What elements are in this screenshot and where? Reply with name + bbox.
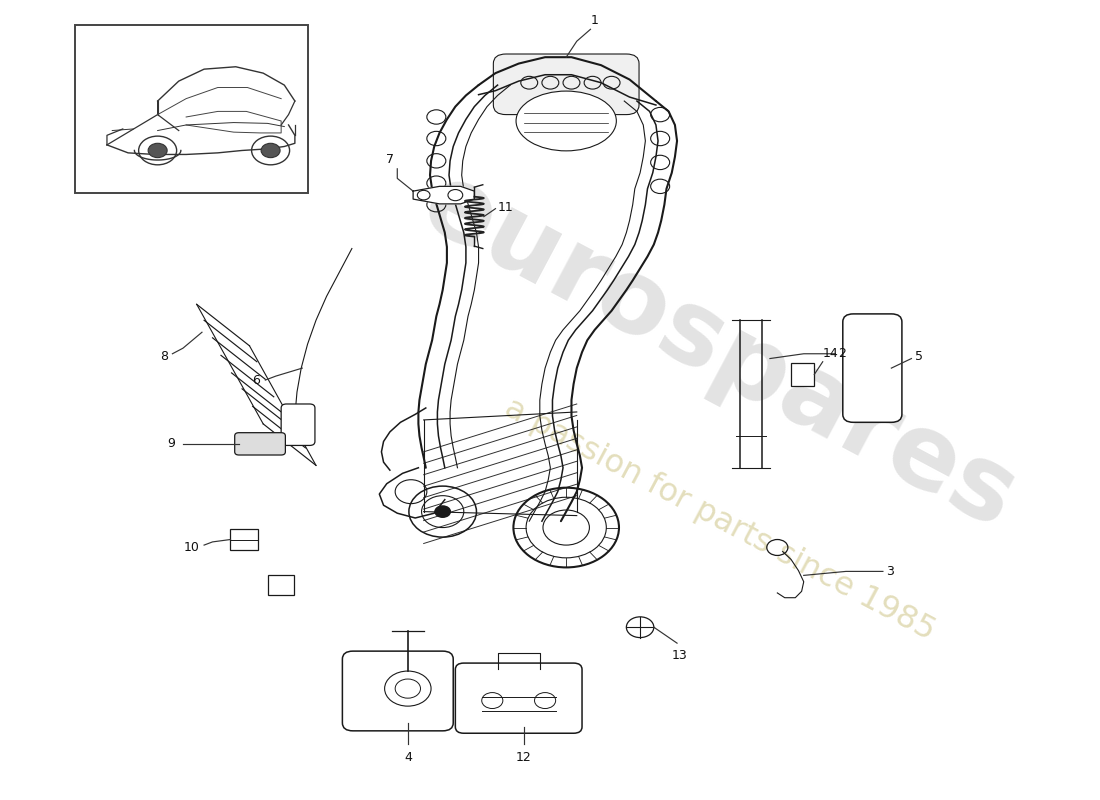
Text: 2: 2	[838, 347, 846, 360]
Text: 12: 12	[516, 750, 531, 764]
Text: 9: 9	[167, 438, 176, 450]
Text: 8: 8	[161, 350, 168, 362]
Polygon shape	[414, 186, 474, 204]
FancyBboxPatch shape	[455, 663, 582, 734]
Text: 3: 3	[887, 565, 894, 578]
FancyBboxPatch shape	[494, 54, 639, 114]
Circle shape	[148, 143, 167, 158]
Circle shape	[261, 143, 280, 158]
Text: 1: 1	[591, 14, 598, 27]
Text: 5: 5	[914, 350, 923, 362]
Text: 6: 6	[252, 374, 260, 386]
Text: 14: 14	[823, 347, 838, 360]
Text: 13: 13	[672, 649, 688, 662]
Text: 10: 10	[184, 541, 200, 554]
Text: a passion for parts since 1985: a passion for parts since 1985	[498, 393, 939, 646]
Text: 11: 11	[497, 201, 514, 214]
Bar	[791, 363, 814, 386]
FancyBboxPatch shape	[282, 404, 315, 446]
Bar	[268, 575, 294, 594]
Text: 4: 4	[404, 750, 411, 764]
FancyBboxPatch shape	[234, 433, 285, 455]
FancyBboxPatch shape	[843, 314, 902, 422]
Text: 7: 7	[386, 154, 394, 166]
Ellipse shape	[516, 91, 616, 151]
Text: eurospares: eurospares	[405, 153, 1034, 551]
Circle shape	[434, 506, 451, 518]
FancyBboxPatch shape	[342, 651, 453, 731]
Bar	[231, 529, 257, 550]
Bar	[75, 26, 308, 193]
